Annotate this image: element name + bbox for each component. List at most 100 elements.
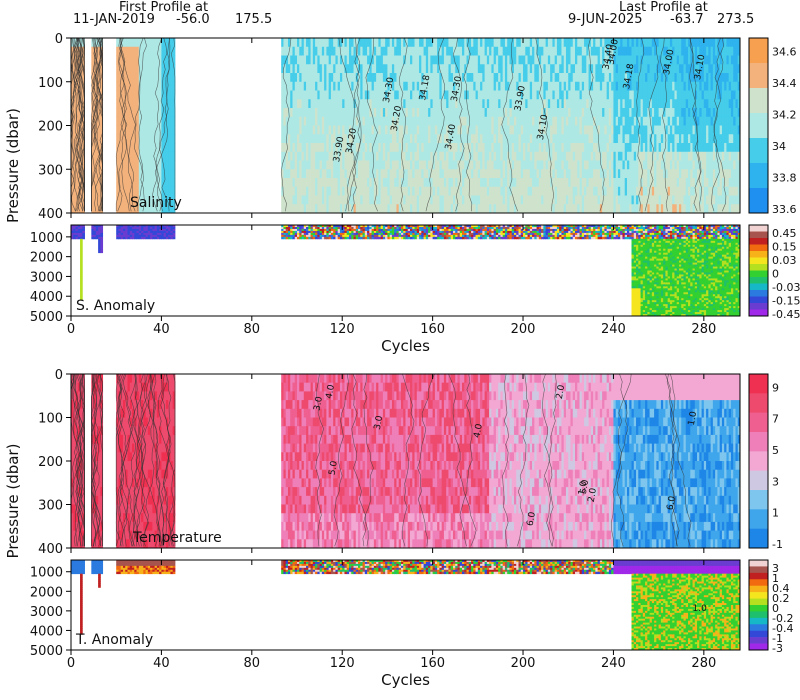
- field-cell: [129, 55, 133, 65]
- field-cell: [396, 178, 400, 188]
- field-cell: [172, 178, 176, 188]
- field-cell: [380, 186, 384, 196]
- field-cell: [346, 143, 350, 153]
- field-cell: [358, 125, 361, 135]
- field-cell: [145, 195, 149, 205]
- field-cell: [358, 204, 361, 214]
- field-cell: [73, 55, 76, 65]
- field-cell: [165, 81, 169, 91]
- field-cell: [310, 90, 314, 100]
- field-cell: [163, 143, 167, 153]
- field-cell: [353, 73, 357, 83]
- field-cell: [317, 143, 321, 153]
- field-cell: [290, 160, 293, 170]
- field-cell: [351, 46, 354, 56]
- field-cell: [292, 38, 296, 48]
- field-cell: [116, 81, 119, 91]
- field-cell: [281, 195, 284, 205]
- field-cell: [385, 55, 388, 65]
- field-cell: [373, 81, 377, 91]
- field-cell: [161, 186, 165, 196]
- field-cell: [403, 73, 406, 83]
- field-cell: [168, 204, 171, 214]
- field-cell: [337, 178, 341, 188]
- field-cell: [138, 169, 142, 179]
- field-cell: [362, 38, 366, 48]
- field-cell: [360, 125, 363, 135]
- field-cell: [93, 81, 97, 91]
- field-cell: [132, 73, 135, 83]
- field-cell: [330, 125, 334, 135]
- field-cell: [290, 143, 293, 153]
- field-cell: [387, 143, 391, 153]
- field-cell: [373, 64, 377, 74]
- field-cell: [285, 81, 289, 91]
- field-cell: [134, 186, 137, 196]
- field-cell: [75, 134, 79, 144]
- field-cell: [297, 81, 300, 91]
- field-cell: [326, 81, 330, 91]
- field-cell: [161, 64, 165, 74]
- field-cell: [312, 81, 316, 91]
- field-cell: [380, 143, 384, 153]
- field-cell: [373, 125, 377, 135]
- field-cell: [326, 151, 330, 161]
- field-cell: [380, 73, 384, 83]
- field-cell: [290, 81, 293, 91]
- field-cell: [378, 125, 382, 135]
- field-cell: [312, 169, 316, 179]
- field-cell: [382, 134, 386, 144]
- field-cell: [380, 38, 384, 48]
- field-cell: [321, 134, 325, 144]
- field-cell: [380, 125, 384, 135]
- field-cell: [321, 73, 325, 83]
- field-cell: [385, 151, 388, 161]
- field-cell: [159, 99, 162, 109]
- field-cell: [324, 116, 327, 126]
- field-cell: [380, 204, 384, 214]
- field-cell: [100, 169, 104, 179]
- field-cell: [346, 116, 350, 126]
- field-cell: [168, 134, 171, 144]
- field-cell: [387, 90, 391, 100]
- field-cell: [321, 64, 325, 74]
- field-cell: [310, 55, 314, 65]
- field-cell: [346, 46, 350, 56]
- field-cell: [400, 46, 404, 56]
- field-cell: [116, 143, 119, 153]
- field-cell: [80, 186, 83, 196]
- field-cell: [344, 116, 348, 126]
- field-cell: [358, 116, 361, 126]
- field-cell: [387, 116, 391, 126]
- field-cell: [163, 204, 167, 214]
- field-cell: [91, 46, 95, 56]
- field-cell: [122, 81, 126, 91]
- field-cell: [141, 38, 144, 48]
- field-cell: [328, 178, 332, 188]
- field-cell: [132, 160, 135, 170]
- field-cell: [150, 125, 153, 135]
- field-cell: [344, 169, 348, 179]
- field-cell: [326, 178, 330, 188]
- field-cell: [330, 178, 334, 188]
- field-cell: [122, 169, 126, 179]
- field-cell: [353, 38, 357, 48]
- field-cell: [125, 195, 128, 205]
- field-cell: [335, 64, 339, 74]
- field-cell: [376, 81, 379, 91]
- field-cell: [362, 134, 366, 144]
- field-cell: [362, 169, 366, 179]
- field-cell: [371, 73, 375, 83]
- field-cell: [310, 143, 314, 153]
- field-cell: [287, 108, 291, 118]
- field-cell: [326, 160, 330, 170]
- field-cell: [378, 134, 382, 144]
- field-cell: [328, 108, 332, 118]
- field-cell: [93, 38, 97, 48]
- field-cell: [398, 116, 402, 126]
- field-cell: [294, 125, 298, 135]
- field-cell: [129, 151, 133, 161]
- field-cell: [326, 134, 330, 144]
- field-cell: [394, 169, 397, 179]
- field-cell: [353, 143, 357, 153]
